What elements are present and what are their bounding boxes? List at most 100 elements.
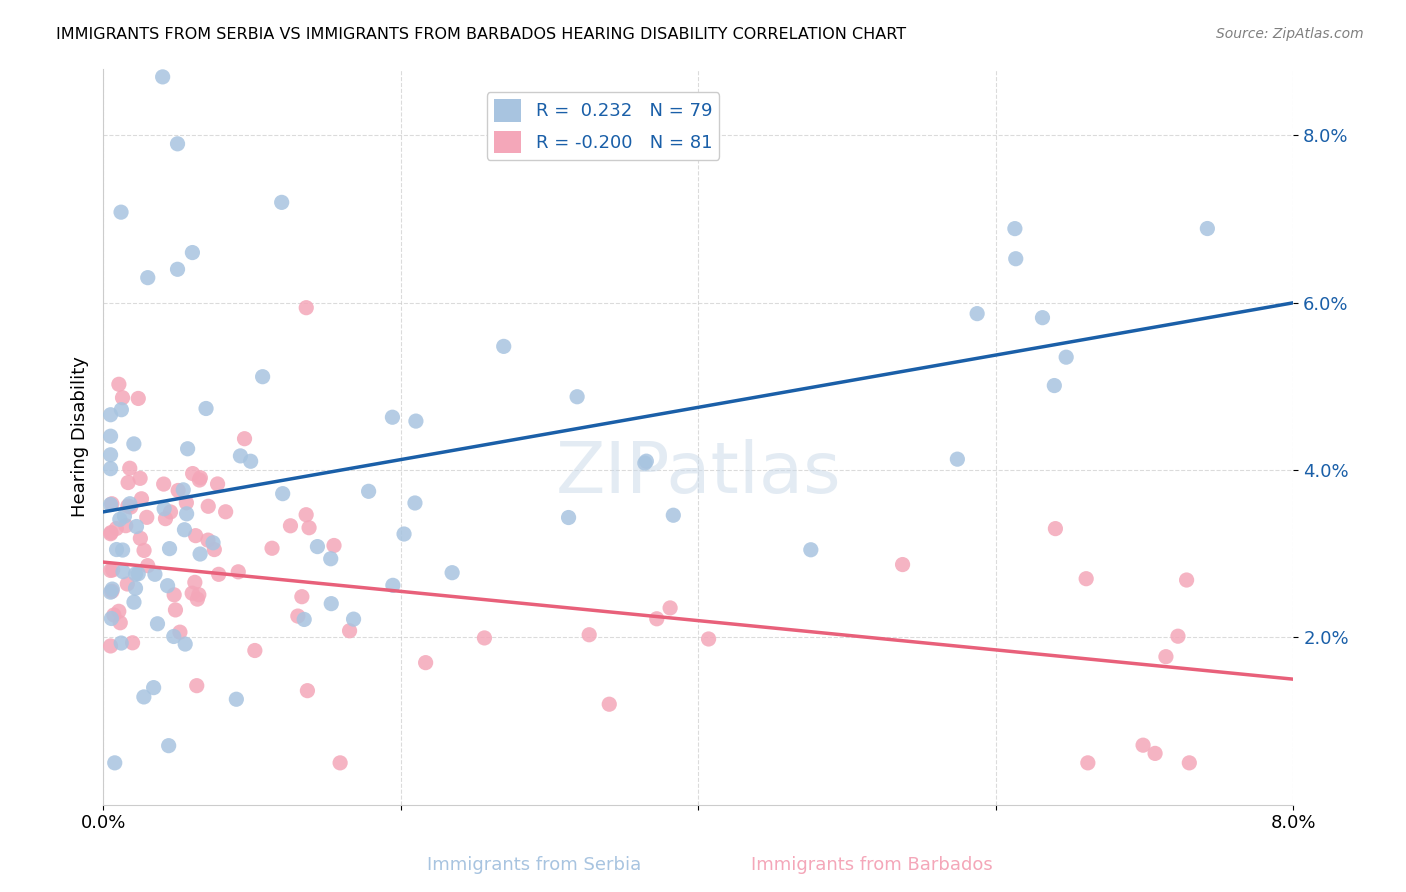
- Point: [159, 541, 181, 556]
- Point: [110, 615, 132, 630]
- Point: [184, 575, 207, 590]
- Point: [307, 540, 329, 554]
- Point: [127, 566, 149, 581]
- Point: [111, 543, 134, 558]
- Y-axis label: Hearing Disability: Hearing Disability: [72, 356, 89, 517]
- Point: [100, 585, 122, 599]
- Point: [1077, 756, 1099, 770]
- Point: [181, 586, 204, 600]
- Point: [117, 475, 139, 490]
- Point: [1167, 629, 1189, 643]
- Point: [100, 564, 122, 578]
- Text: Source: ZipAtlas.com: Source: ZipAtlas.com: [1216, 27, 1364, 41]
- Point: [634, 456, 657, 470]
- Point: [101, 584, 124, 599]
- Point: [188, 473, 211, 487]
- Point: [1154, 649, 1177, 664]
- Point: [166, 262, 188, 277]
- Point: [492, 339, 515, 353]
- Point: [105, 542, 128, 557]
- Point: [122, 595, 145, 609]
- Point: [129, 532, 152, 546]
- Point: [339, 624, 361, 638]
- Point: [107, 604, 129, 618]
- Point: [229, 449, 252, 463]
- Point: [167, 483, 190, 498]
- Point: [405, 414, 427, 428]
- Point: [100, 498, 122, 512]
- Point: [114, 509, 136, 524]
- Point: [153, 501, 176, 516]
- Point: [474, 631, 496, 645]
- Point: [100, 611, 122, 625]
- Point: [207, 477, 229, 491]
- Point: [225, 692, 247, 706]
- Point: [111, 391, 134, 405]
- Point: [323, 539, 346, 553]
- Point: [169, 625, 191, 640]
- Point: [124, 581, 146, 595]
- Point: [114, 518, 136, 533]
- Point: [127, 392, 149, 406]
- Point: [1197, 221, 1219, 235]
- Point: [1132, 738, 1154, 752]
- Point: [1004, 252, 1026, 266]
- Point: [111, 565, 134, 579]
- Point: [357, 484, 380, 499]
- Point: [100, 639, 122, 653]
- Point: [197, 500, 219, 514]
- Point: [142, 681, 165, 695]
- Point: [271, 486, 294, 500]
- Point: [233, 432, 256, 446]
- Point: [146, 616, 169, 631]
- Point: [190, 471, 212, 485]
- Point: [100, 408, 122, 422]
- Point: [415, 656, 437, 670]
- Point: [270, 195, 292, 210]
- Point: [1178, 756, 1201, 770]
- Point: [1043, 378, 1066, 392]
- Text: Immigrants from Barbados: Immigrants from Barbados: [751, 856, 993, 874]
- Point: [946, 452, 969, 467]
- Point: [125, 519, 148, 533]
- Point: [1004, 221, 1026, 235]
- Point: [188, 547, 211, 561]
- Point: [172, 483, 194, 497]
- Point: [181, 467, 204, 481]
- Point: [208, 567, 231, 582]
- Point: [176, 442, 198, 456]
- Point: [239, 454, 262, 468]
- Point: [129, 471, 152, 485]
- Point: [662, 508, 685, 523]
- Point: [100, 461, 122, 475]
- Point: [108, 377, 131, 392]
- Point: [292, 612, 315, 626]
- Point: [298, 521, 321, 535]
- Point: [280, 518, 302, 533]
- Point: [176, 507, 198, 521]
- Point: [101, 497, 124, 511]
- Point: [295, 301, 318, 315]
- Point: [143, 567, 166, 582]
- Point: [132, 690, 155, 704]
- Point: [110, 402, 132, 417]
- Point: [260, 541, 283, 556]
- Point: [152, 70, 174, 84]
- Point: [441, 566, 464, 580]
- Point: [195, 401, 218, 416]
- Point: [121, 636, 143, 650]
- Point: [186, 592, 208, 607]
- Point: [697, 632, 720, 646]
- Point: [243, 643, 266, 657]
- Point: [100, 525, 122, 540]
- Point: [132, 543, 155, 558]
- Point: [122, 437, 145, 451]
- Point: [659, 601, 682, 615]
- Point: [163, 630, 186, 644]
- Point: [173, 523, 195, 537]
- Text: IMMIGRANTS FROM SERBIA VS IMMIGRANTS FROM BARBADOS HEARING DISABILITY CORRELATIO: IMMIGRANTS FROM SERBIA VS IMMIGRANTS FRO…: [56, 27, 907, 42]
- Point: [100, 429, 122, 443]
- Point: [1076, 572, 1098, 586]
- Point: [287, 609, 309, 624]
- Point: [176, 496, 198, 510]
